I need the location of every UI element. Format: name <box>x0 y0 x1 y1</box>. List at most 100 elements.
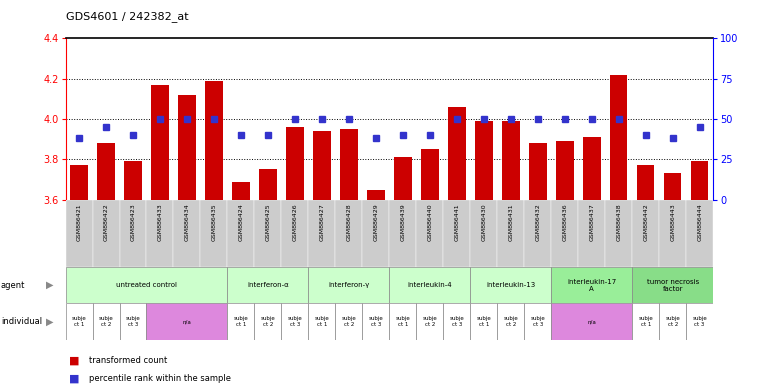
Bar <box>66 200 93 267</box>
Bar <box>637 166 655 200</box>
Text: interferon-α: interferon-α <box>247 282 289 288</box>
Text: GSM886440: GSM886440 <box>427 203 433 241</box>
Bar <box>70 166 88 200</box>
Text: GSM886433: GSM886433 <box>157 203 163 241</box>
Text: interleukin-13: interleukin-13 <box>487 282 535 288</box>
Text: GDS4601 / 242382_at: GDS4601 / 242382_at <box>66 12 188 22</box>
Text: GSM886441: GSM886441 <box>454 203 460 241</box>
Bar <box>362 303 389 340</box>
Text: ▶: ▶ <box>46 316 54 327</box>
Text: subje
ct 2: subje ct 2 <box>423 316 437 327</box>
Bar <box>313 131 331 200</box>
Text: percentile rank within the sample: percentile rank within the sample <box>89 374 231 383</box>
Bar <box>173 200 200 267</box>
Bar <box>335 200 362 267</box>
Text: interleukin-4: interleukin-4 <box>408 282 452 288</box>
Bar <box>416 200 443 267</box>
Text: subje
ct 3: subje ct 3 <box>449 316 464 327</box>
Bar <box>686 303 713 340</box>
Text: GSM886423: GSM886423 <box>130 203 136 241</box>
Text: GSM886431: GSM886431 <box>508 203 513 241</box>
Text: subje
ct 1: subje ct 1 <box>315 316 329 327</box>
Bar <box>205 81 223 200</box>
Text: subje
ct 1: subje ct 1 <box>234 316 248 327</box>
Text: GSM886436: GSM886436 <box>562 203 567 241</box>
Bar <box>659 200 686 267</box>
Bar <box>443 200 470 267</box>
Text: subje
ct 2: subje ct 2 <box>99 316 113 327</box>
Bar <box>281 303 308 340</box>
Bar <box>610 75 628 200</box>
Bar <box>120 303 146 340</box>
Text: individual: individual <box>1 317 42 326</box>
Bar <box>475 121 493 200</box>
Text: GSM886439: GSM886439 <box>400 203 406 241</box>
Text: GSM886430: GSM886430 <box>481 203 487 241</box>
Bar <box>448 107 466 200</box>
Text: subje
ct 1: subje ct 1 <box>638 316 653 327</box>
Bar <box>200 200 227 267</box>
Bar <box>93 303 120 340</box>
Text: n/a: n/a <box>588 319 596 324</box>
Text: GSM886435: GSM886435 <box>211 203 217 241</box>
Bar <box>497 303 524 340</box>
Text: subje
ct 2: subje ct 2 <box>503 316 518 327</box>
Text: subje
ct 1: subje ct 1 <box>396 316 410 327</box>
Text: GSM886437: GSM886437 <box>589 203 594 241</box>
Bar <box>524 303 551 340</box>
Bar <box>286 127 304 200</box>
Bar <box>497 200 524 267</box>
Bar <box>93 200 120 267</box>
Bar <box>66 267 227 303</box>
Bar <box>551 303 632 340</box>
Text: interleukin-17
A: interleukin-17 A <box>567 279 616 291</box>
Bar <box>146 200 173 267</box>
Bar <box>281 200 308 267</box>
Text: GSM886426: GSM886426 <box>292 203 298 241</box>
Text: ■: ■ <box>69 373 80 383</box>
Bar <box>632 303 659 340</box>
Bar <box>227 303 254 340</box>
Bar <box>232 182 250 200</box>
Text: GSM886428: GSM886428 <box>346 203 352 241</box>
Bar <box>66 303 93 340</box>
Bar <box>389 303 416 340</box>
Text: subje
ct 2: subje ct 2 <box>261 316 275 327</box>
Bar <box>556 141 574 200</box>
Text: n/a: n/a <box>183 319 191 324</box>
Bar <box>308 267 389 303</box>
Bar <box>146 303 227 340</box>
Bar <box>362 200 389 267</box>
Bar <box>335 303 362 340</box>
Bar <box>254 303 281 340</box>
Bar <box>686 200 713 267</box>
Bar <box>394 157 412 200</box>
Bar <box>583 137 601 200</box>
Text: interferon-γ: interferon-γ <box>328 282 369 288</box>
Text: GSM886432: GSM886432 <box>535 203 540 241</box>
Bar <box>259 169 277 200</box>
Bar <box>308 303 335 340</box>
Bar <box>151 85 169 200</box>
Bar <box>659 303 686 340</box>
Bar <box>367 190 385 200</box>
Text: subje
ct 2: subje ct 2 <box>665 316 680 327</box>
Text: subje
ct 3: subje ct 3 <box>126 316 140 327</box>
Bar <box>632 200 659 267</box>
Bar <box>416 303 443 340</box>
Bar <box>308 200 335 267</box>
Bar <box>470 200 497 267</box>
Text: ▶: ▶ <box>46 280 54 290</box>
Text: GSM886443: GSM886443 <box>670 203 675 241</box>
Text: GSM886442: GSM886442 <box>643 203 648 241</box>
Bar <box>421 149 439 200</box>
Bar <box>502 121 520 200</box>
Bar <box>389 267 470 303</box>
Bar <box>124 161 142 200</box>
Bar <box>340 129 358 200</box>
Text: GSM886438: GSM886438 <box>616 203 621 241</box>
Bar <box>254 200 281 267</box>
Bar <box>443 303 470 340</box>
Bar <box>97 143 115 200</box>
Text: GSM886444: GSM886444 <box>697 203 702 241</box>
